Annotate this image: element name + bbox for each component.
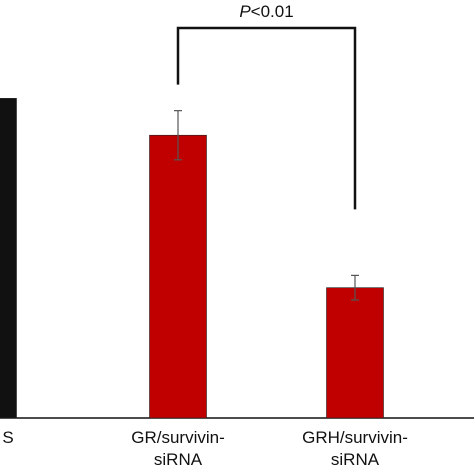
bars-group xyxy=(0,98,384,419)
tick-label-1-line-0: GR/survivin- xyxy=(131,428,225,447)
bar-0 xyxy=(0,98,17,419)
significance-bracket-0 xyxy=(176,26,357,210)
significance-label-value: <0.01 xyxy=(251,2,294,21)
error-bars-group xyxy=(174,110,359,301)
tick-label-2: GRH/survivin-siRNA xyxy=(302,428,408,469)
bar-1 xyxy=(149,134,207,419)
tick-label-0: S xyxy=(2,428,13,447)
tick-label-0-line-0: S xyxy=(2,428,13,447)
tick-label-1: GR/survivin-siRNA xyxy=(131,428,225,469)
tick-label-2-line-1: siRNA xyxy=(331,450,380,469)
significance-group: P<0.01 xyxy=(176,2,357,210)
significance-label-p: P xyxy=(239,2,251,21)
bar-2 xyxy=(326,287,384,419)
tick-label-2-line-0: GRH/survivin- xyxy=(302,428,408,447)
significance-label-0: P<0.01 xyxy=(239,2,293,21)
tick-label-1-line-1: siRNA xyxy=(154,450,203,469)
